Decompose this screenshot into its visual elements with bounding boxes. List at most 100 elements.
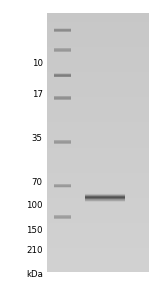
- Bar: [54, 183, 71, 184]
- Bar: [54, 72, 71, 73]
- Bar: [54, 75, 71, 76]
- Bar: [85, 190, 125, 192]
- Bar: [54, 31, 71, 32]
- Bar: [54, 30, 71, 31]
- Text: 70: 70: [32, 178, 43, 187]
- Text: 35: 35: [32, 134, 43, 143]
- Bar: [54, 216, 71, 217]
- Bar: [54, 214, 71, 215]
- Bar: [85, 198, 125, 199]
- Bar: [54, 47, 71, 48]
- Bar: [85, 202, 125, 203]
- Bar: [54, 74, 71, 75]
- Bar: [54, 49, 71, 50]
- Bar: [54, 186, 71, 187]
- Bar: [54, 76, 71, 77]
- Bar: [54, 141, 71, 142]
- Bar: [54, 75, 71, 76]
- Bar: [54, 50, 71, 51]
- Bar: [85, 199, 125, 200]
- Bar: [54, 32, 71, 33]
- Bar: [85, 199, 125, 201]
- Bar: [54, 29, 71, 30]
- Bar: [85, 195, 125, 196]
- Bar: [85, 191, 125, 193]
- Bar: [54, 28, 71, 29]
- Bar: [54, 142, 71, 143]
- Text: 150: 150: [26, 226, 43, 235]
- Bar: [54, 95, 71, 96]
- Bar: [54, 29, 71, 30]
- Text: 100: 100: [26, 201, 43, 210]
- Bar: [54, 184, 71, 185]
- Bar: [54, 50, 71, 51]
- Bar: [54, 47, 71, 48]
- Bar: [54, 219, 71, 220]
- Bar: [85, 200, 125, 201]
- Bar: [54, 140, 71, 141]
- Bar: [85, 192, 125, 193]
- Bar: [54, 96, 71, 97]
- Bar: [54, 188, 71, 189]
- Bar: [54, 184, 71, 185]
- Bar: [54, 217, 71, 218]
- Bar: [54, 144, 71, 145]
- Bar: [54, 143, 71, 144]
- Bar: [54, 98, 71, 99]
- Bar: [54, 52, 71, 53]
- Bar: [54, 75, 71, 76]
- Bar: [54, 73, 71, 74]
- Bar: [54, 32, 71, 33]
- Bar: [54, 74, 71, 75]
- Bar: [54, 140, 71, 141]
- Bar: [85, 204, 125, 205]
- Bar: [54, 219, 71, 220]
- Bar: [54, 139, 71, 140]
- Bar: [54, 72, 71, 73]
- Bar: [85, 203, 125, 204]
- Bar: [54, 31, 71, 32]
- Bar: [54, 28, 71, 29]
- Bar: [54, 98, 71, 99]
- Bar: [54, 27, 71, 28]
- Bar: [54, 99, 71, 100]
- Bar: [85, 191, 125, 192]
- Bar: [54, 187, 71, 188]
- Bar: [85, 192, 125, 194]
- Bar: [54, 99, 71, 100]
- Bar: [54, 95, 71, 96]
- Text: 17: 17: [32, 90, 43, 99]
- Bar: [54, 97, 71, 98]
- Bar: [54, 78, 71, 79]
- Bar: [54, 214, 71, 215]
- Bar: [54, 188, 71, 189]
- Bar: [54, 73, 71, 74]
- Bar: [54, 77, 71, 78]
- Bar: [54, 30, 71, 31]
- Bar: [54, 96, 71, 97]
- Bar: [54, 185, 71, 186]
- Bar: [54, 52, 71, 53]
- Bar: [54, 215, 71, 216]
- Bar: [54, 187, 71, 188]
- Bar: [85, 194, 125, 196]
- Bar: [54, 51, 71, 52]
- Bar: [54, 186, 71, 187]
- Bar: [54, 49, 71, 50]
- Bar: [54, 216, 71, 217]
- Bar: [54, 27, 71, 28]
- Bar: [54, 139, 71, 140]
- Bar: [85, 201, 125, 203]
- Bar: [85, 196, 125, 198]
- Bar: [54, 97, 71, 98]
- Text: kDa: kDa: [26, 270, 43, 279]
- Bar: [54, 144, 71, 145]
- Text: 10: 10: [32, 59, 43, 68]
- Bar: [85, 200, 125, 202]
- Bar: [54, 217, 71, 218]
- Bar: [54, 215, 71, 216]
- Bar: [85, 201, 125, 202]
- Bar: [54, 218, 71, 219]
- Bar: [85, 193, 125, 194]
- Bar: [85, 195, 125, 197]
